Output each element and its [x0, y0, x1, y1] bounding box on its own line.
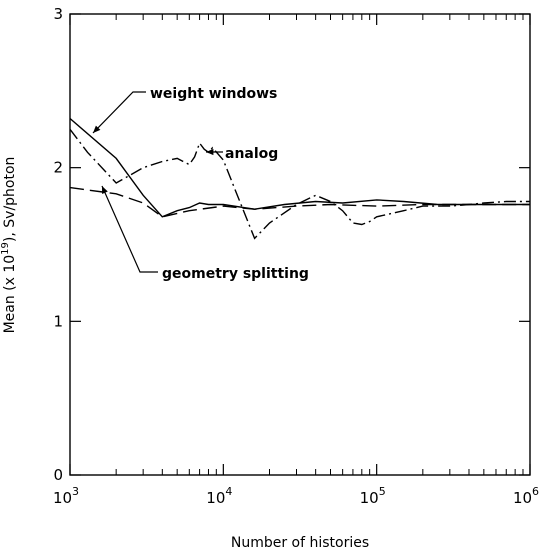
annotation-weight-windows: weight windows — [150, 86, 277, 102]
x-tick-label-exp: 6 — [532, 485, 539, 498]
x-tick-label-exp: 5 — [379, 485, 386, 498]
annotation-arrowhead-weight-windows — [93, 125, 101, 133]
y-tick-label: 2 — [53, 159, 63, 177]
x-tick-label: 105 — [360, 485, 386, 507]
x-tick-label-exp: 4 — [225, 485, 232, 498]
y-axis-title-suffix: ), Sv/photon — [2, 157, 18, 243]
series-line-analog — [69, 128, 530, 240]
x-tick-label-base: 10 — [53, 489, 72, 507]
x-minor-ticks — [115, 14, 524, 475]
y-tick-labels: 0 1 2 3 — [53, 5, 63, 484]
y-tick-label: 0 — [53, 466, 63, 484]
x-tick-label: 103 — [53, 485, 79, 507]
series-lines — [69, 117, 530, 240]
y-tick-label: 3 — [53, 5, 63, 23]
x-tick-label-exp: 3 — [72, 485, 79, 498]
x-tick-label: 104 — [206, 485, 232, 507]
x-axis-title: Number of histories — [231, 535, 369, 551]
x-tick-label-base: 10 — [513, 489, 532, 507]
annotation-leader-weight-windows — [92, 91, 146, 134]
y-tick-label: 1 — [53, 312, 63, 330]
annotations: weight windows analog geometry splitting — [92, 86, 309, 282]
x-tick-label: 106 — [513, 485, 539, 507]
x-tick-label-base: 10 — [206, 489, 225, 507]
y-axis-title-exp: 19 — [0, 242, 11, 255]
series-line-geometry-splitting — [69, 186, 530, 218]
plot-frame — [69, 13, 531, 476]
annotation-arrowhead-geometry-splitting — [102, 186, 108, 194]
y-axis-title: Mean (x 1019), Sv/photon — [0, 157, 18, 334]
major-ticks — [69, 13, 531, 476]
y-axis-title-main: Mean (x 10 — [2, 255, 18, 334]
annotation-geometry-splitting: geometry splitting — [162, 266, 309, 282]
x-tick-labels: 103 104 105 106 — [53, 485, 539, 507]
annotation-analog: analog — [225, 146, 278, 162]
annotation-arrowhead-analog — [206, 148, 214, 156]
annotation-leader-geometry-splitting — [101, 185, 158, 273]
x-tick-label-base: 10 — [360, 489, 379, 507]
